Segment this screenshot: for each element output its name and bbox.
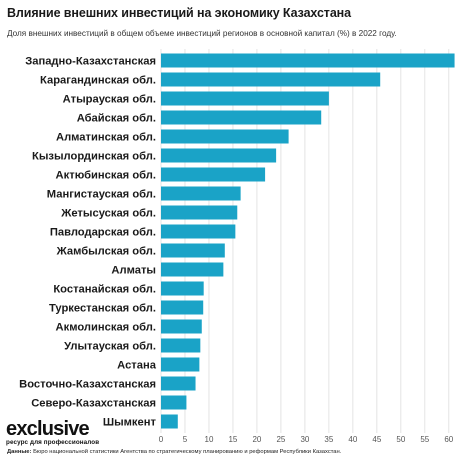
- logo-tagline: ресурс для профессионалов: [6, 439, 100, 446]
- source-note: Данные: Бюро национальной статистики Аге…: [7, 449, 341, 455]
- x-tick-label: 50: [396, 435, 405, 444]
- bar: [161, 148, 277, 163]
- x-tick-label: 60: [444, 435, 453, 444]
- x-tick-label: 10: [205, 435, 214, 444]
- category-label: Шымкент: [103, 417, 157, 429]
- logo-wordmark: exclusive: [6, 418, 90, 440]
- x-tick-label: 30: [300, 435, 309, 444]
- source-label: Данные:: [7, 449, 32, 455]
- category-label: Жамбылская обл.: [56, 246, 156, 258]
- bar: [161, 262, 224, 277]
- category-label: Алматы: [111, 265, 156, 277]
- x-tick-label: 25: [276, 435, 285, 444]
- source-text: Бюро национальной статистики Агентства п…: [33, 449, 342, 455]
- category-label: Актюбинская обл.: [56, 170, 156, 182]
- bar: [161, 205, 238, 220]
- x-tick-label: 35: [324, 435, 333, 444]
- bar: [161, 129, 289, 144]
- chart-subtitle: Доля внешних инвестиций в общем объеме и…: [7, 29, 397, 38]
- category-label: Кызылординская обл.: [32, 151, 156, 163]
- x-tick-label: 55: [420, 435, 429, 444]
- x-tick-label: 15: [228, 435, 237, 444]
- category-label: Карагандинская обл.: [40, 75, 156, 87]
- bar: [161, 224, 236, 239]
- x-tick-label: 45: [372, 435, 381, 444]
- category-label: Улытауская обл.: [64, 341, 156, 353]
- category-label: Павлодарская обл.: [50, 227, 156, 239]
- category-label: Восточно-Казахстанская: [19, 379, 156, 391]
- category-label: Костанайская обл.: [53, 284, 156, 296]
- bar: [161, 243, 225, 258]
- category-label: Акмолинская обл.: [56, 322, 156, 334]
- bar: [161, 414, 178, 429]
- x-tick-label: 0: [159, 435, 164, 444]
- category-label: Западно-Казахстанская: [25, 56, 156, 68]
- bar: [161, 376, 196, 391]
- bar: [161, 72, 381, 87]
- bar: [161, 110, 322, 125]
- bar: [161, 53, 455, 68]
- bar: [161, 300, 204, 315]
- category-label: Атырауская обл.: [63, 94, 156, 106]
- bar: [161, 167, 266, 182]
- bar: [161, 319, 202, 334]
- category-label: Мангистауская обл.: [47, 189, 156, 201]
- bar: [161, 338, 201, 353]
- exclusive-logo: exclusive ресурс для профессионалов: [6, 419, 99, 446]
- bar: [161, 281, 204, 296]
- category-label: Туркестанская обл.: [49, 303, 156, 315]
- category-label: Северо-Казахстанская: [31, 398, 156, 410]
- category-label: Жетысуская обл.: [60, 208, 156, 220]
- bar: [161, 395, 187, 410]
- category-label: Алматинская обл.: [56, 132, 156, 144]
- x-tick-label: 20: [252, 435, 261, 444]
- category-label: Астана: [117, 360, 157, 372]
- bar: [161, 186, 241, 201]
- bar: [161, 357, 200, 372]
- chart-title: Влияние внешних инвестиций на экономику …: [7, 6, 351, 20]
- category-label: Абайская обл.: [77, 113, 156, 125]
- x-tick-label: 5: [183, 435, 188, 444]
- bar: [161, 91, 329, 106]
- x-tick-label: 40: [348, 435, 357, 444]
